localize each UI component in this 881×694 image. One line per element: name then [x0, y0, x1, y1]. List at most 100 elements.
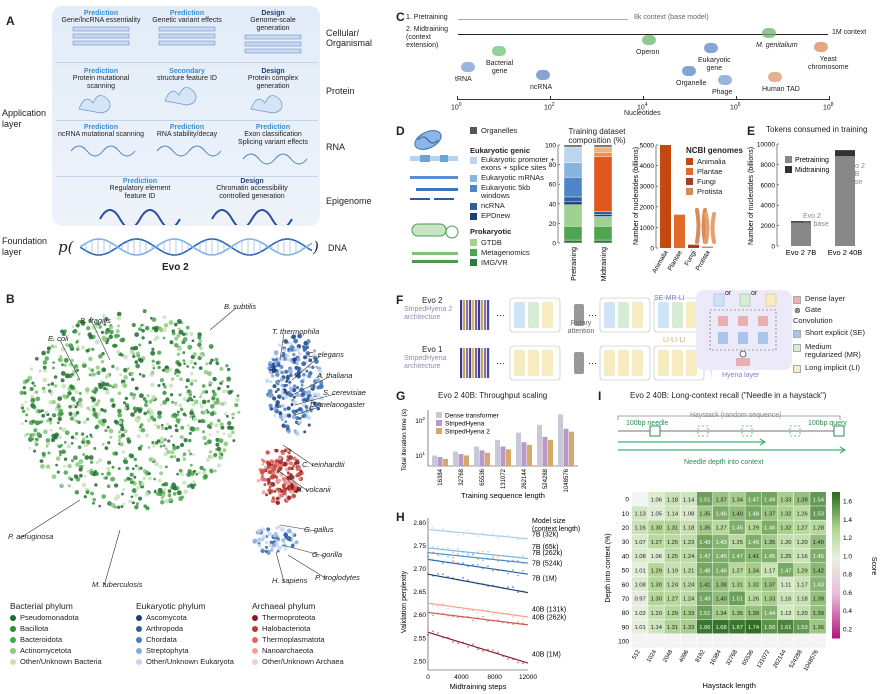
umap-point [129, 480, 134, 485]
umap-point [137, 496, 143, 501]
umap-point [199, 395, 202, 399]
umap-point [67, 484, 71, 488]
heatmap-cell [713, 591, 729, 606]
axis-tick [829, 96, 830, 100]
evo2-architecture-label: StripedHyena 2 architecture [404, 306, 453, 321]
perplexity-point [492, 613, 494, 616]
umap-point [66, 394, 70, 398]
colorbar-segment [832, 550, 840, 554]
perplexity-point [442, 602, 444, 605]
umap-point [300, 383, 304, 387]
umap-point [90, 491, 94, 496]
perplexity-point [492, 557, 494, 560]
throughput-bar [495, 439, 500, 466]
ncbi-legend-swatch [686, 168, 693, 175]
umap-point [204, 390, 209, 394]
umap-point [281, 451, 285, 456]
composition-bar-segment [563, 196, 583, 203]
umap-point [87, 332, 92, 337]
umap-point [36, 432, 41, 437]
umap-point [92, 407, 96, 412]
umap-point [173, 322, 178, 327]
heatmap-cell [648, 634, 664, 648]
heatmap-xtick: 524288 [789, 649, 805, 670]
legend-swatch [10, 615, 16, 622]
umap-point [286, 448, 290, 453]
heatmap-cell [777, 492, 794, 506]
composition-bar-segment [593, 239, 613, 244]
umap-point [106, 466, 111, 472]
card-kind: Prediction [169, 10, 205, 17]
umap-point [261, 462, 265, 466]
heatmap-value: 1.49 [699, 540, 710, 546]
umap-point [179, 377, 183, 382]
application-card: Prediction Protein mutational scanning [58, 68, 144, 118]
umap-point [78, 467, 83, 472]
heatmap-value: 1.43 [715, 540, 726, 546]
umap-point [185, 325, 190, 330]
tokens-bar-segment [791, 222, 811, 246]
legend-swatch [136, 648, 142, 655]
heatmap-value: 1.66 [699, 625, 710, 631]
umap-point [276, 380, 280, 384]
legend-swatch [470, 213, 477, 220]
heatmap-value: 1.45 [764, 554, 775, 560]
umap-point [50, 344, 55, 349]
protein-shape [78, 95, 111, 114]
perplexity-point [477, 535, 479, 538]
heatmap-cell [632, 534, 648, 549]
umap-point [182, 452, 187, 456]
heatmap-xtick: 512 [632, 649, 643, 661]
umap-point [213, 469, 217, 473]
layer-legend-text: Long implicit (LI) [805, 363, 861, 372]
umap-point [286, 406, 291, 411]
umap-point [100, 407, 104, 412]
probability-symbol: p( [58, 238, 74, 256]
umap-point [130, 377, 135, 382]
umap-point [312, 349, 317, 353]
umap-point [204, 441, 208, 446]
umap-point [131, 488, 137, 494]
umap-point [203, 474, 208, 479]
heatmap-cell [713, 520, 729, 535]
throughput-bar [537, 424, 542, 466]
legend-text: Other/Unknown Eukaryota [146, 657, 234, 666]
umap-point [193, 399, 199, 405]
umap-point [306, 355, 310, 359]
umap-point [291, 409, 296, 414]
umap-point [58, 426, 63, 431]
chromatin-shape [211, 209, 293, 225]
throughput-legend-text: Dense transformer [445, 413, 500, 420]
umap-point [46, 346, 51, 351]
umap-point [192, 469, 196, 473]
umap-point [306, 398, 310, 402]
umap-point [220, 453, 224, 456]
colorbar-segment [832, 577, 840, 581]
umap-point [293, 486, 298, 491]
colorbar-segment [832, 545, 840, 549]
colorbar-segment [832, 565, 840, 568]
umap-point [173, 455, 177, 459]
hyena-block [658, 302, 669, 328]
legend-text: Actinomycetota [20, 646, 72, 655]
umap-point [212, 376, 217, 382]
tokens-bar-segment [835, 156, 855, 246]
umap-point [182, 480, 187, 485]
gene-bar [244, 34, 302, 40]
umap-point [273, 490, 277, 493]
umap-point [90, 368, 95, 373]
umap-point [291, 493, 297, 499]
umap-point [106, 471, 111, 476]
umap-point [186, 424, 190, 428]
composition-tick-label: 20 [549, 221, 557, 228]
umap-point [157, 383, 161, 388]
umap-point [171, 329, 175, 333]
umap-point [279, 364, 284, 370]
umap-point [222, 448, 227, 453]
perplexity-point [457, 642, 459, 645]
umap-point [33, 384, 37, 388]
perplexity-xtick-label: 12000 [519, 674, 537, 681]
umap-point [184, 414, 187, 417]
umap-point [157, 478, 162, 483]
sequence-stripe [472, 348, 475, 378]
